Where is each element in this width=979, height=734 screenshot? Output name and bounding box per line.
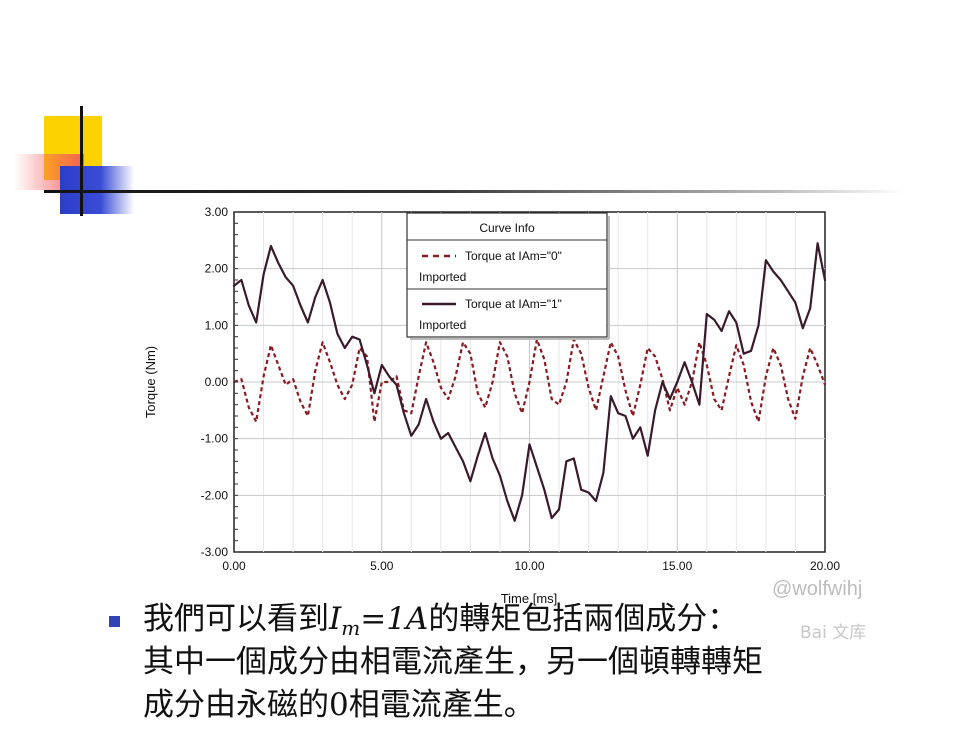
legend-title: Curve Info [479, 221, 535, 235]
bullet-text: 我們可以看到Im=1A的轉矩包括兩個成分： 其中一個成分由相電流產生，另一個頓轉… [143, 598, 923, 727]
watermark-logo: Bai 文库 [800, 623, 867, 643]
legend-entry-label-0: Torque at IAm="0" [465, 249, 562, 263]
x-tick-label: 20.00 [810, 559, 840, 573]
y-axis-label: Torque (Nm) [143, 346, 158, 418]
bullet-line-1-post: 的轉矩包括兩個成分： [428, 601, 739, 637]
x-axis-label: Time [ms] [501, 591, 558, 606]
legend-entry-sublabel-0: Imported [419, 270, 466, 284]
legend-entry-sublabel-1: Imported [419, 318, 466, 332]
legend-box [406, 212, 608, 338]
y-tick-label: 1.00 [205, 318, 229, 332]
legend: Curve Info Torque at IAm="0" Imported To… [406, 212, 610, 340]
decor-vertical-line [80, 106, 83, 216]
grid [234, 212, 825, 552]
x-tick-label: 15.00 [662, 559, 692, 573]
bullet-line-3: 成分由永磁的0相電流產生。 [143, 687, 535, 723]
series-layer [232, 242, 827, 522]
y-tick-label: 0.00 [205, 375, 229, 389]
watermark-handle: @wolfwihj [772, 578, 863, 600]
bullet-line-1-pre: 我們可以看到 [143, 601, 329, 637]
current-symbol: I [329, 601, 342, 637]
bullet-line-2: 其中一個成分由相電流產生，另一個頓轉轉矩 [143, 644, 763, 680]
bullet-marker [109, 616, 120, 627]
x-tick-label: 10.00 [514, 559, 544, 573]
y-tick-label: 2.00 [205, 262, 229, 276]
x-tick-label: 0.00 [222, 559, 246, 573]
series-line-1 [232, 242, 827, 522]
y-tick-label: -1.00 [201, 432, 229, 446]
x-tick-label: 5.00 [370, 559, 394, 573]
y-tick-label: -3.00 [201, 545, 229, 559]
y-tick-label: 3.00 [205, 205, 229, 219]
axis-ticks: 3.002.001.000.00-1.00-2.00-3.000.00 5.00 1… [201, 205, 841, 573]
current-subscript: m [341, 616, 361, 640]
decor-title-rule [44, 190, 904, 193]
current-value: =1A [360, 601, 429, 637]
series-line-0 [233, 338, 827, 423]
y-tick-label: -2.00 [201, 488, 229, 502]
bullet-line-1: 我們可以看到Im=1A的轉矩包括兩個成分： [143, 598, 923, 641]
legend-entry-label-1: Torque at IAm="1" [465, 297, 562, 311]
